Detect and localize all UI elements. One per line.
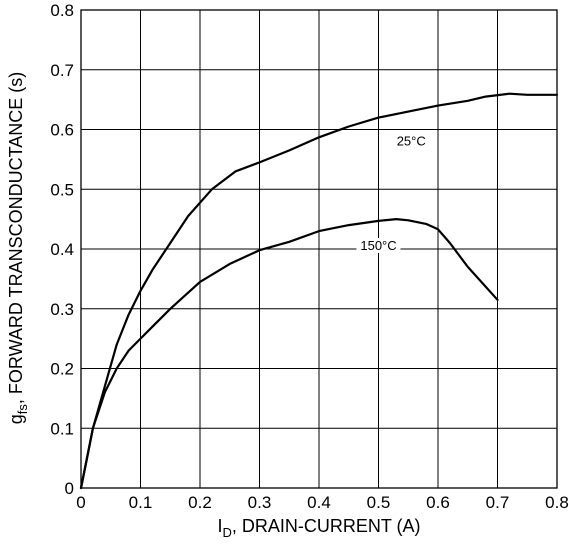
x-tick-label: 0.6 [426,493,450,512]
y-tick-label: 0.4 [50,240,74,259]
y-tick-label: 0.2 [50,360,74,379]
series-labels: 25°C 150°C [356,133,430,253]
x-tick-label: 0.8 [545,493,569,512]
y-tick-label: 0.6 [50,121,74,140]
y-axis-title-sub: fs [15,404,30,415]
x-axis-title-main: I [217,516,222,536]
y-axis-title: gfs, FORWARD TRANSCONDUCTANCE (s) [6,72,30,424]
series-label-bg-150c [356,238,401,253]
series-line-25c [79,92,559,490]
x-tick-label: 0.2 [188,493,212,512]
y-tick-label: 0.7 [50,61,74,80]
series-lines [79,92,559,490]
y-tick-label: 0.1 [50,419,74,438]
x-axis-title: ID, DRAIN-CURRENT (A) [217,516,420,540]
plot-frame [80,9,558,489]
y-tick-label: 0.8 [50,1,74,20]
x-tick-label: 0.1 [129,493,153,512]
x-axis-title-sub: D [222,525,231,540]
y-axis-title-rest: , FORWARD TRANSCONDUCTANCE (s) [6,72,26,404]
x-tick-labels: 0 0.1 0.2 0.3 0.4 0.5 0.6 0.7 0.8 [76,493,569,512]
x-tick-label: 0.3 [248,493,272,512]
x-tick-label: 0.5 [367,493,391,512]
x-tick-label: 0 [76,493,85,512]
y-tick-labels: 0 0.1 0.2 0.3 0.4 0.5 0.6 0.7 0.8 [50,1,74,498]
y-tick-label: 0.3 [50,300,74,319]
x-axis-title-rest: , DRAIN-CURRENT (A) [232,516,421,536]
x-tick-label: 0.4 [307,493,331,512]
grid [80,9,558,489]
y-tick-label: 0 [65,479,74,498]
x-tick-label: 0.7 [486,493,510,512]
y-tick-label: 0.5 [50,180,74,199]
series-line-150c [79,218,499,490]
series-label-25c: 25°C [397,133,426,148]
series-label-bg-25c [393,133,430,149]
series-label-150c: 150°C [360,238,396,253]
y-axis-title-main: g [6,414,26,424]
